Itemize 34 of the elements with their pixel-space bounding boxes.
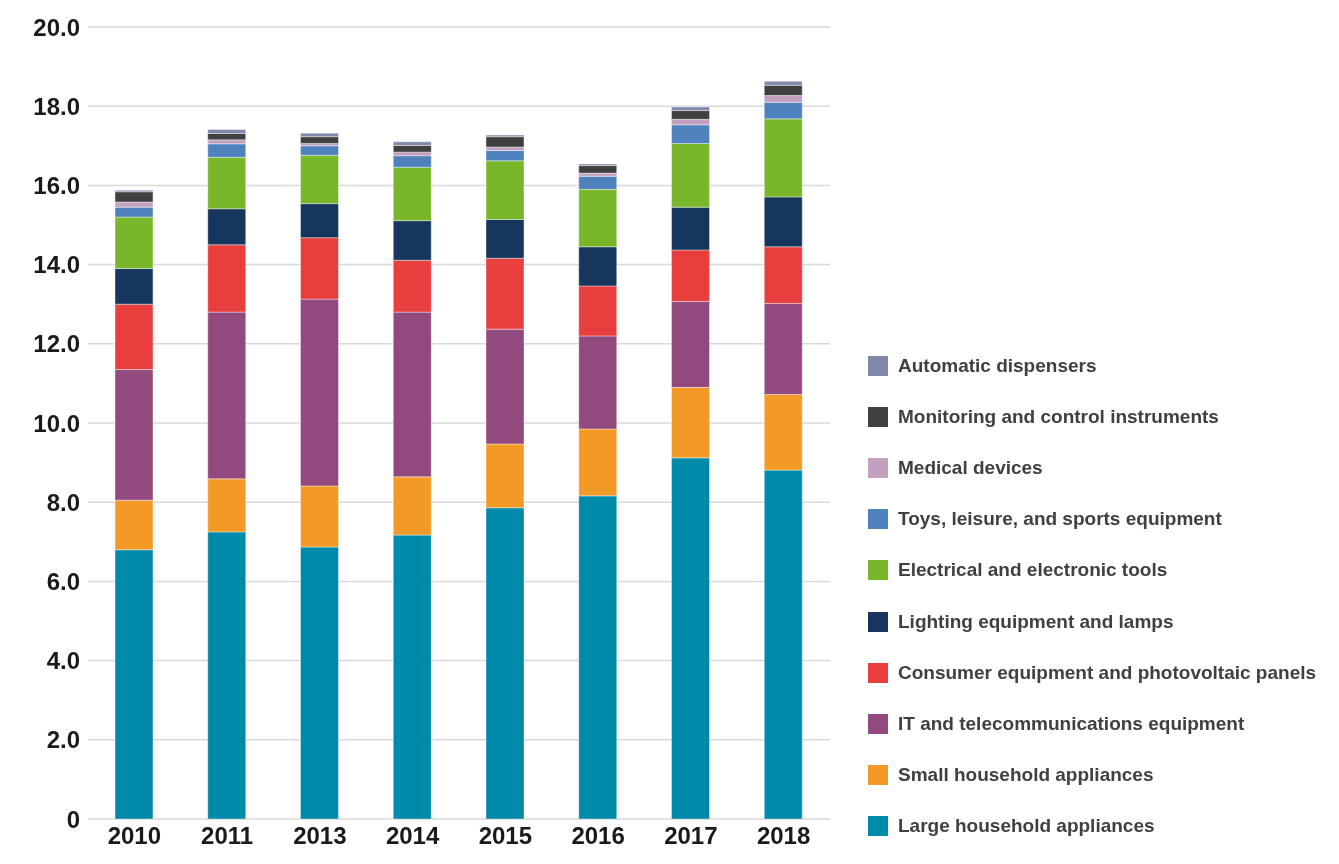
legend-label: Medical devices [898,456,1043,479]
y-tick-label: 8.0 [46,488,80,516]
bar [392,144,432,153]
legend-label: Monitoring and control instruments [898,405,1219,428]
x-tick-label: 2011 [201,822,254,850]
y-tick-label: 18.0 [33,92,80,120]
legend-label: Automatic dispensers [898,354,1097,377]
y-tick-label: 20.0 [33,13,80,41]
x-tick-label: 2010 [107,822,162,850]
legend-label: Small household appliances [898,764,1154,787]
legend-label: Consumer equipment and photovoltaic panels [898,661,1317,684]
bar [485,136,525,148]
bar [207,133,247,141]
legend-label: Electrical and electronic tools [898,559,1168,582]
bar [300,136,339,144]
legend-label: Lighting equipment and lamps [898,610,1174,633]
y-tick-label: 14.0 [33,251,80,279]
x-tick-label: 2018 [756,822,811,850]
bar [578,165,618,174]
legend-label: Large household appliances [898,815,1155,838]
x-tick-label: 2013 [293,822,347,850]
y-tick-label: 12.0 [33,330,80,358]
y-tick-label: 6.0 [46,567,80,595]
x-tick-label: 2017 [664,822,718,850]
legend-label: IT and telecommunications equipment [898,712,1245,735]
x-tick-label: 2015 [478,822,533,850]
y-tick-label: 16.0 [33,171,80,199]
y-tick-label: 4.0 [46,647,80,675]
x-tick-label: 2014 [385,822,440,850]
legend-label: Toys, leisure, and sports equipment [898,508,1222,531]
y-tick-label: 2.0 [46,726,80,754]
y-tick-label: 0 [66,805,80,833]
x-tick-label: 2016 [571,822,625,850]
y-tick-label: 10.0 [33,409,80,437]
